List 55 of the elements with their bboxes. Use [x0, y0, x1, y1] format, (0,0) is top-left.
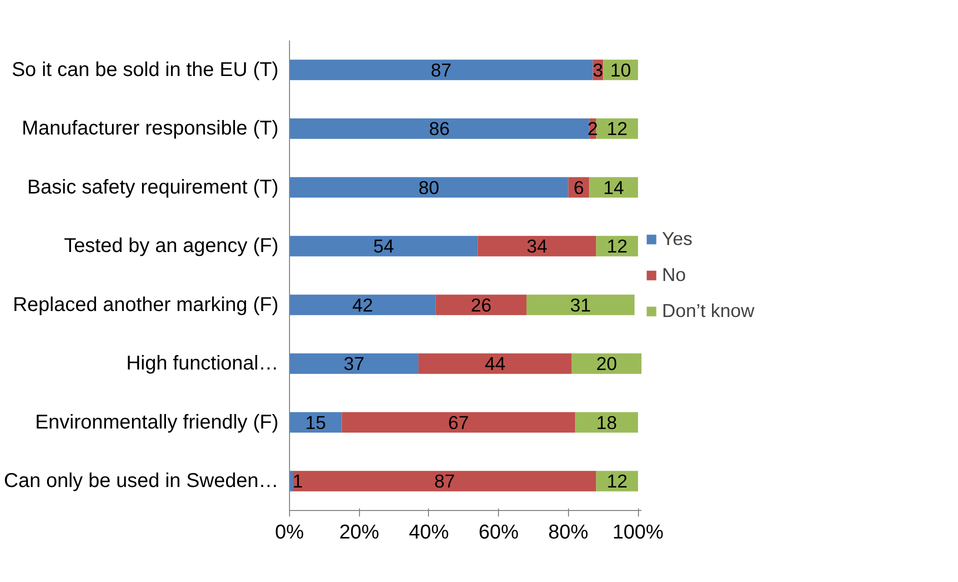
x-tick-label: 40% [408, 522, 450, 544]
data-label: 20 [596, 353, 618, 374]
data-label: 86 [428, 118, 450, 140]
legend-label: Yes [662, 228, 692, 250]
data-label: 42 [352, 294, 374, 316]
data-label: 10 [610, 59, 631, 80]
bar [478, 236, 596, 256]
bar [290, 177, 568, 198]
data-label: 26 [470, 294, 492, 316]
data-label: 54 [373, 236, 394, 257]
y-tick-label: Environmentally friendly (F) [35, 411, 279, 434]
bar [292, 470, 596, 492]
x-tick-label: 60% [478, 522, 519, 544]
x-tick-label: 20% [339, 522, 380, 544]
data-label: 31 [570, 294, 591, 316]
bar [572, 353, 642, 374]
data-label: 80 [418, 176, 440, 198]
bar [290, 118, 590, 139]
x-tick-label: 100% [612, 522, 664, 544]
x-tick-label: 0% [275, 522, 304, 544]
data-label: 44 [484, 353, 506, 374]
y-tick-label: Basic safety requirement (T) [27, 176, 279, 198]
data-label: 14 [603, 176, 624, 198]
y-tick-label: Can only be used in Sweden… [4, 470, 279, 492]
bar [436, 294, 526, 316]
y-tick-label: Manufacturer responsible (T) [22, 118, 279, 140]
legend-label: Don’t know [662, 300, 754, 322]
data-label: 12 [606, 470, 628, 492]
data-label: 15 [305, 412, 326, 433]
data-label: 3 [592, 59, 604, 80]
bar [290, 353, 418, 374]
legend-label: No [662, 264, 686, 286]
data-label: 67 [448, 412, 469, 433]
data-label: 12 [606, 118, 628, 140]
bar [342, 412, 576, 433]
bar [290, 60, 593, 80]
data-label: 87 [434, 470, 455, 492]
bar [526, 294, 635, 316]
bar [290, 236, 478, 256]
y-tick-label: High functional… [126, 352, 279, 375]
data-label: 6 [574, 176, 584, 198]
data-label: 18 [596, 412, 618, 433]
bar [575, 412, 638, 433]
data-label: 87 [430, 59, 452, 80]
data-label: 34 [526, 236, 548, 257]
bar [589, 177, 638, 198]
y-tick-label: Tested by an agency (F) [64, 235, 279, 258]
x-tick-label: 80% [548, 522, 589, 544]
bar [290, 294, 436, 316]
y-tick-label: Replaced another marking (F) [12, 294, 279, 316]
data-label: 12 [606, 236, 628, 257]
data-label: 1 [292, 470, 303, 492]
data-label: 37 [344, 353, 364, 374]
y-tick-label: So it can be sold in the EU (T) [12, 58, 279, 81]
bar [418, 353, 572, 374]
